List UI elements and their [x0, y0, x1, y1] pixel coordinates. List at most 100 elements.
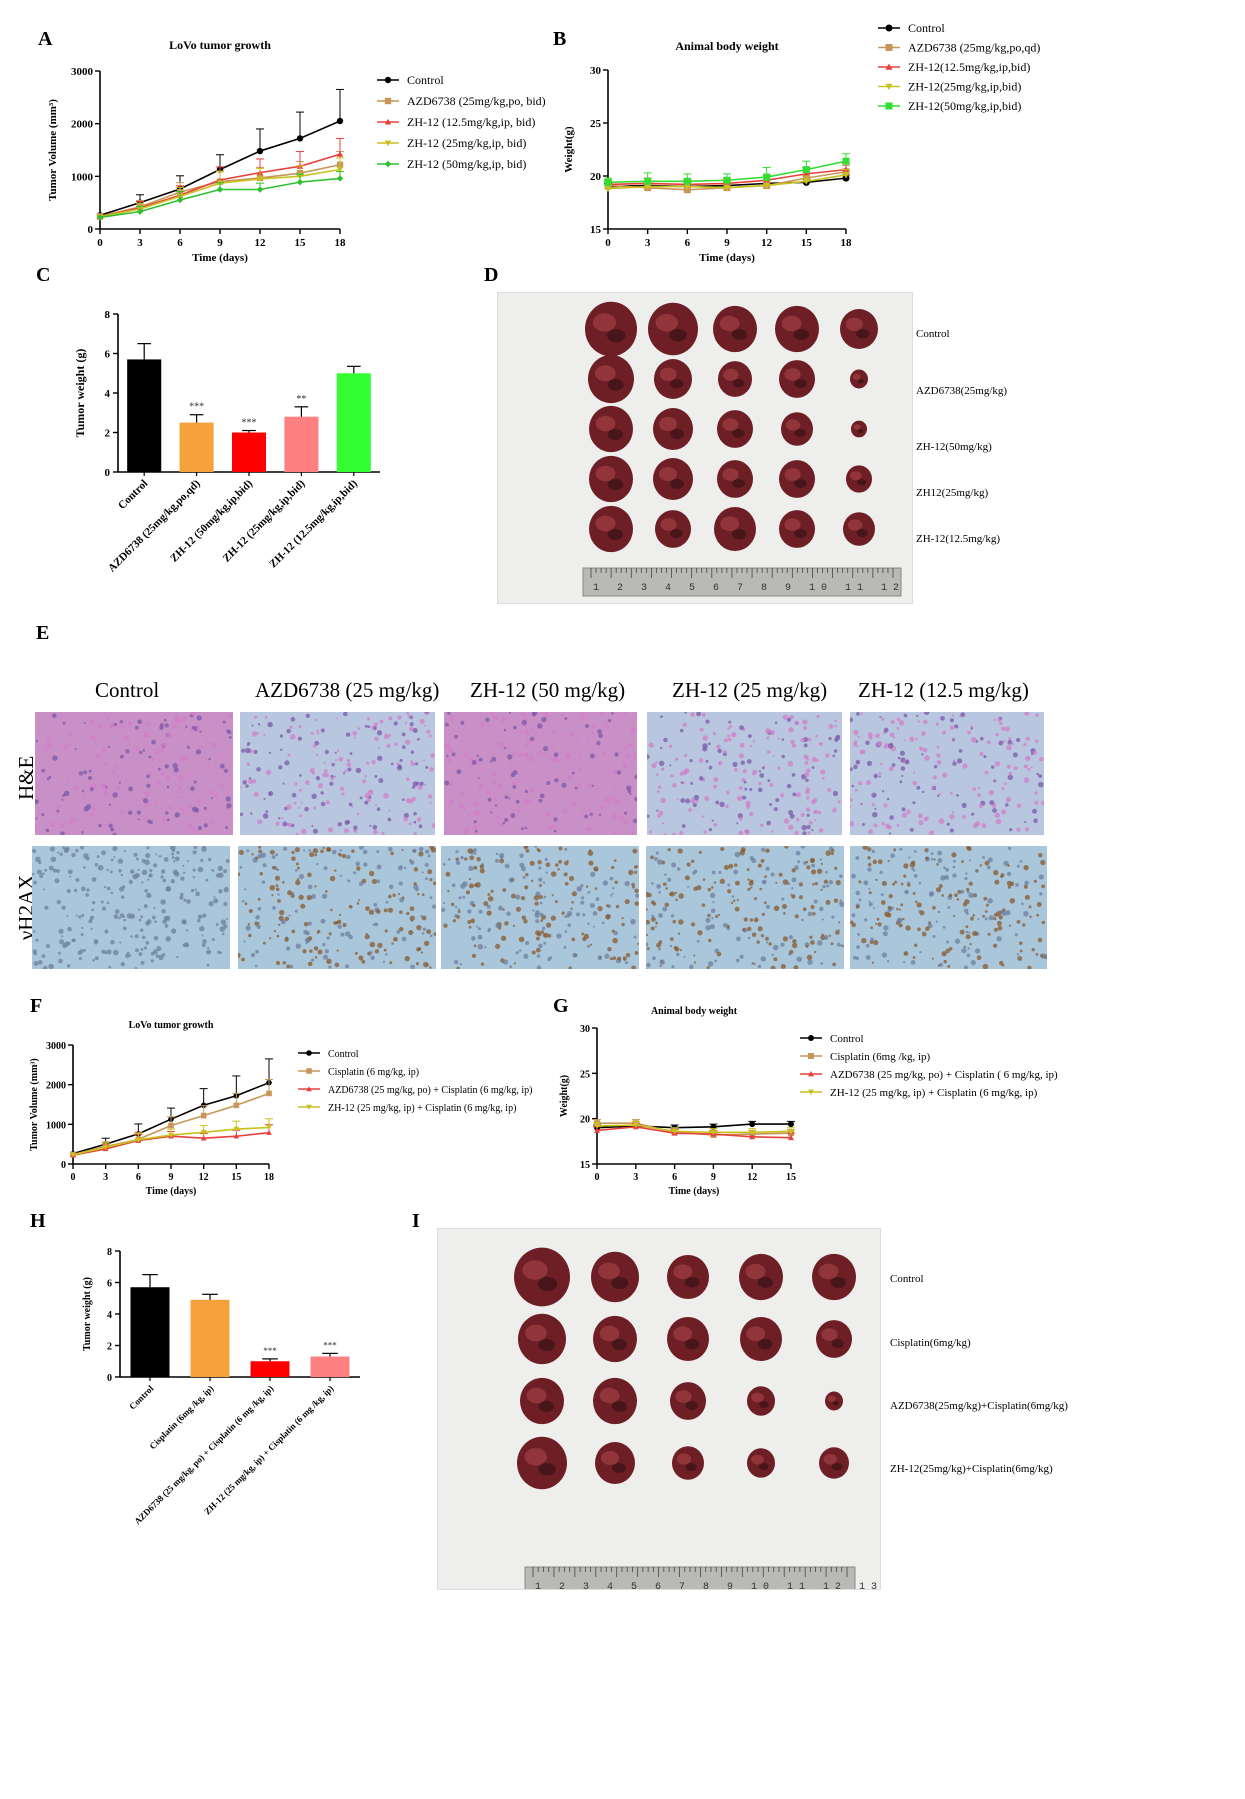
cell-nucleus: [146, 783, 151, 788]
cell-nucleus: [83, 806, 89, 812]
cell-nucleus: [719, 878, 726, 885]
cell-nucleus: [333, 921, 338, 925]
photo-background: [438, 1229, 880, 1589]
series-3: ZH-12(25mg/kg,ip,bid): [604, 80, 1021, 193]
cell-nucleus: [430, 753, 435, 758]
e-col-title-4: ZH-12 (12.5 mg/kg): [858, 678, 1029, 702]
cell-nucleus: [1031, 808, 1038, 814]
cell-nucleus: [708, 765, 713, 770]
cell-nucleus: [188, 804, 193, 809]
cell-nucleus: [702, 878, 706, 881]
cell-nucleus: [821, 918, 824, 921]
cell-nucleus: [106, 901, 110, 905]
cell-nucleus: [784, 846, 789, 849]
cell-nucleus: [513, 962, 516, 965]
cell-nucleus: [418, 846, 424, 852]
cell-nucleus: [580, 896, 585, 900]
cell-nucleus: [446, 757, 452, 763]
cell-nucleus: [903, 960, 906, 964]
cell-nucleus: [609, 894, 613, 897]
cell-nucleus: [146, 722, 151, 727]
cell-nucleus: [537, 723, 543, 729]
panel-letter-b: B: [553, 28, 567, 50]
cell-nucleus: [151, 739, 157, 745]
cell-nucleus: [658, 810, 664, 816]
cell-nucleus: [574, 786, 578, 790]
cell-nucleus: [487, 797, 492, 802]
cell-nucleus: [828, 846, 834, 851]
cell-nucleus: [426, 729, 431, 734]
cell-nucleus: [468, 877, 472, 881]
cell-nucleus: [997, 717, 1002, 722]
cell-nucleus: [912, 801, 916, 805]
cell-nucleus: [351, 849, 355, 853]
tumor-highlight: [847, 519, 863, 531]
cell-nucleus: [462, 895, 466, 899]
cell-nucleus: [764, 875, 768, 879]
cell-nucleus: [37, 960, 43, 965]
cell-nucleus: [713, 881, 717, 884]
cell-nucleus: [1012, 752, 1018, 758]
cell-nucleus: [820, 769, 826, 775]
cell-nucleus: [206, 946, 210, 950]
cell-nucleus: [652, 956, 656, 960]
cell-nucleus: [412, 785, 416, 789]
cell-nucleus: [656, 942, 662, 948]
cell-nucleus: [69, 875, 72, 878]
cell-nucleus: [160, 869, 166, 874]
significance-label: ***: [323, 1340, 337, 1350]
cell-nucleus: [399, 758, 403, 763]
cell-nucleus: [550, 826, 553, 829]
cell-nucleus: [455, 860, 461, 866]
cell-nucleus: [140, 915, 143, 919]
cell-nucleus: [607, 947, 612, 952]
cell-nucleus: [879, 716, 882, 719]
cell-nucleus: [391, 942, 394, 945]
cell-nucleus: [754, 897, 758, 901]
i-label-3: ZH-12(25mg/kg)+Cisplatin(6mg/kg): [890, 1463, 1053, 1475]
cell-nucleus: [967, 730, 971, 735]
data-point: [168, 1122, 174, 1129]
cell-nucleus: [693, 794, 700, 801]
cell-nucleus: [788, 824, 794, 831]
cell-nucleus: [806, 813, 810, 817]
category-label: AZD6738 (25mg/kg,po,qd): [106, 477, 203, 574]
cell-nucleus: [954, 893, 958, 897]
cell-nucleus: [200, 858, 204, 863]
tumor-highlight: [751, 1392, 764, 1403]
cell-nucleus: [943, 866, 947, 870]
cell-nucleus: [577, 783, 581, 788]
cell-nucleus: [803, 743, 808, 748]
cell-nucleus: [140, 960, 145, 965]
cell-nucleus: [199, 925, 205, 932]
cell-nucleus: [937, 858, 943, 863]
cell-nucleus: [54, 878, 60, 884]
cell-nucleus: [197, 725, 201, 730]
cell-nucleus: [543, 745, 549, 752]
cell-nucleus: [162, 878, 167, 883]
significance-label: ***: [242, 418, 257, 429]
cell-nucleus: [680, 798, 686, 803]
cell-nucleus: [474, 883, 478, 888]
cell-nucleus: [311, 793, 317, 800]
cell-nucleus: [788, 935, 793, 940]
cell-nucleus: [245, 925, 251, 931]
cell-nucleus: [805, 787, 810, 792]
cell-nucleus: [523, 752, 529, 758]
cell-nucleus: [961, 802, 967, 808]
cell-nucleus: [949, 814, 955, 820]
cell-nucleus: [952, 739, 955, 742]
tumor-highlight: [601, 1451, 619, 1465]
cell-nucleus: [185, 754, 189, 758]
cell-nucleus: [648, 830, 652, 834]
cell-nucleus: [404, 722, 407, 725]
cell-nucleus: [353, 829, 358, 833]
cell-nucleus: [377, 755, 383, 761]
cell-nucleus: [363, 862, 368, 867]
cell-nucleus: [429, 896, 433, 900]
cell-nucleus: [353, 871, 357, 875]
cell-nucleus: [984, 770, 989, 775]
data-point: [256, 147, 264, 155]
cell-nucleus: [1003, 782, 1007, 786]
legend-label: ZH-12(12.5mg/kg,ip,bid): [908, 60, 1030, 74]
